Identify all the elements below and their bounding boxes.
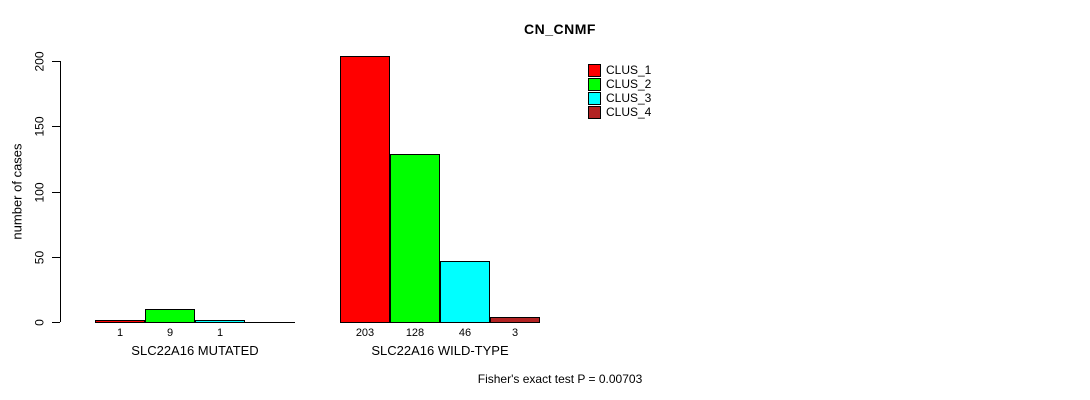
y-axis-tick [52,126,60,127]
bar-value-label: 46 [458,327,472,339]
y-axis-label: number of cases [9,143,25,240]
y-axis-tick [52,257,60,258]
bar-value-label: 3 [511,327,519,339]
legend-swatch-icon [588,63,601,77]
legend-swatch-icon [588,77,601,91]
y-axis-tick [52,192,60,193]
bar-value-label: 203 [355,327,375,339]
legend-label: CLUS_2 [606,77,652,91]
legend-label: CLUS_1 [606,63,652,77]
bar-value-label: 1 [116,327,124,339]
group-label: SLC22A16 WILD-TYPE [371,343,509,358]
bar-value-label: 9 [166,327,174,339]
legend-swatch-icon [588,105,601,119]
bar-clus_2 [390,154,440,323]
y-axis-tick-label: 50 [32,250,47,265]
y-axis-tick-label: 200 [32,51,47,72]
bar-clus_1 [95,320,145,323]
group-label: SLC22A16 MUTATED [131,343,259,358]
y-axis-tick-label: 100 [32,182,47,203]
bar-value-label: 128 [405,327,425,339]
chart-title: CN_CNMF [524,21,596,37]
legend-item: CLUS_3 [588,91,651,105]
legend-item: CLUS_1 [588,63,651,77]
y-axis-tick-label: 0 [32,319,47,326]
legend-item: CLUS_4 [588,105,651,119]
bar-clus_4-zero [245,322,295,323]
legend: CLUS_1 CLUS_2 CLUS_3 CLUS_4 [588,63,651,119]
legend-item: CLUS_2 [588,77,651,91]
bar-clus_3 [440,261,490,323]
bar-value-label: 1 [216,327,224,339]
y-axis-line [60,61,61,322]
fisher-annotation: Fisher's exact test P = 0.00703 [477,372,643,386]
bar-clus_1 [340,56,390,323]
legend-swatch-icon [588,91,601,105]
y-axis-tick-label: 150 [32,116,47,137]
bar-clus_3 [195,320,245,323]
bar-clus_2 [145,309,195,323]
bar-clus_4 [490,317,540,323]
y-axis-tick [52,322,60,323]
legend-label: CLUS_3 [606,91,652,105]
y-axis-tick [52,61,60,62]
legend-label: CLUS_4 [606,105,652,119]
